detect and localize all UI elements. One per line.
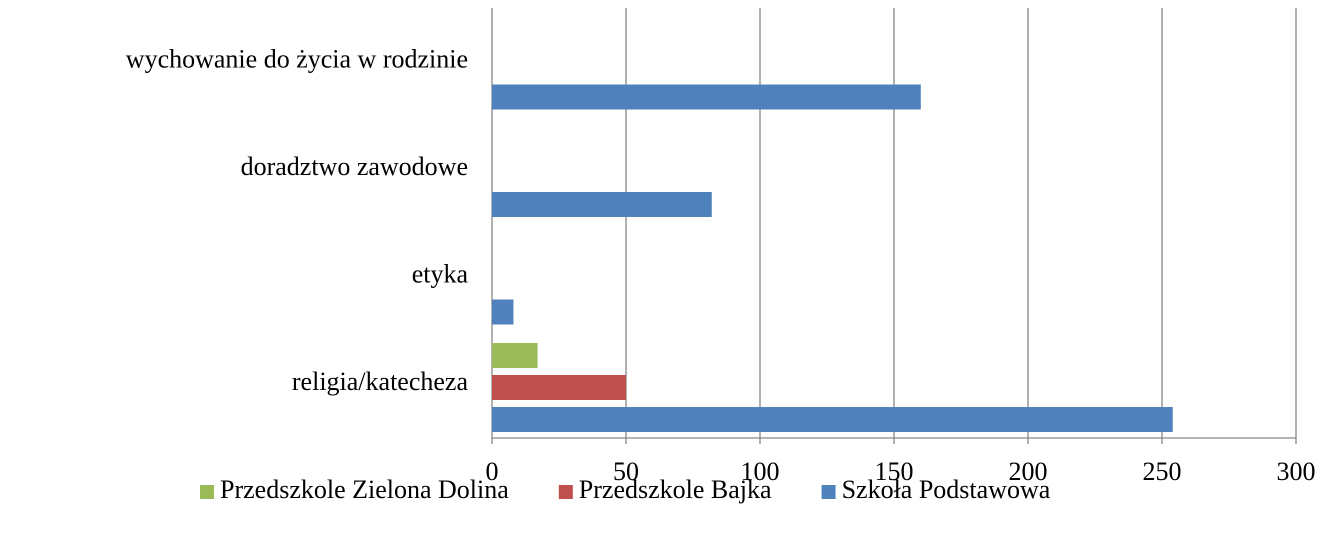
y-tick-label: religia/katecheza (292, 367, 469, 396)
x-tick-label: 0 (486, 457, 499, 486)
x-tick-label: 250 (1143, 457, 1182, 486)
bar (492, 192, 712, 217)
y-tick-label: doradztwo zawodowe (241, 152, 468, 181)
legend-swatch (821, 485, 836, 499)
bar (492, 375, 626, 400)
y-tick-label: etyka (412, 260, 469, 289)
legend-swatch (558, 485, 573, 499)
y-tick-label: wychowanie do życia w rodzinie (126, 45, 468, 74)
legend-label: Szkoła Podstawowa (842, 475, 1051, 504)
x-tick-label: 50 (613, 457, 639, 486)
x-tick-label: 200 (1009, 457, 1048, 486)
x-tick-label: 100 (741, 457, 780, 486)
bar (492, 407, 1173, 432)
legend-swatch (200, 485, 214, 499)
legend-label: Przedszkole Zielona Dolina (220, 475, 509, 504)
bar (492, 299, 514, 325)
x-tick-label: 300 (1277, 457, 1316, 486)
bar (492, 84, 921, 110)
bar (492, 343, 538, 368)
x-tick-label: 150 (875, 457, 914, 486)
legend-label: Przedszkole Bajka (579, 475, 772, 504)
